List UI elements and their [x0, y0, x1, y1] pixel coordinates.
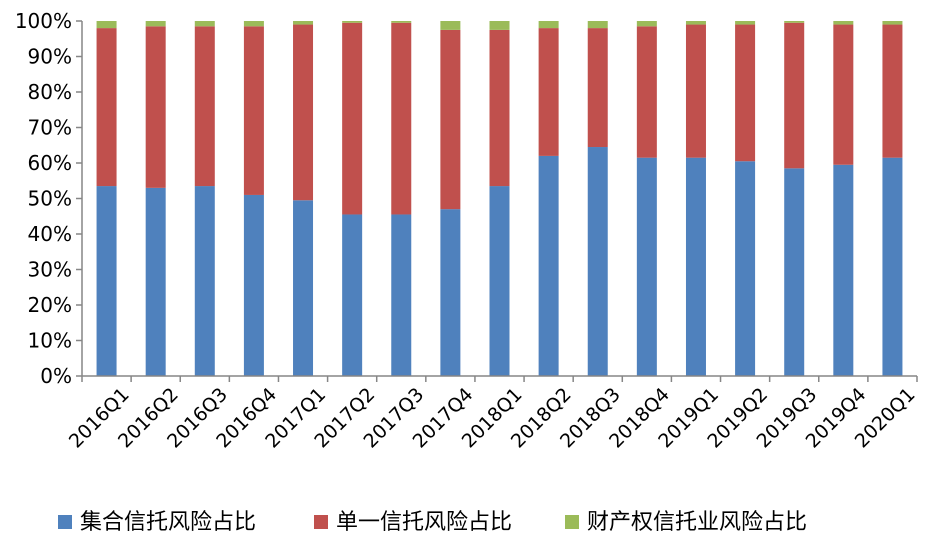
bar-segment-series-2-2019Q4	[833, 24, 854, 165]
axes-layer	[76, 20, 918, 382]
bar-segment-series-3-2019Q2	[735, 21, 756, 25]
bar-segment-series-1-2016Q2	[145, 187, 166, 376]
y-tick-label: 10%	[28, 329, 72, 353]
bar-segment-series-2-2018Q4	[636, 26, 657, 158]
y-tick-label: 90%	[28, 45, 72, 69]
bar-segment-series-1-2018Q3	[587, 147, 608, 376]
y-tick-label: 40%	[28, 222, 72, 246]
legend-label-series-2: 单一信托风险占比	[336, 510, 512, 535]
bar-segment-series-1-2016Q4	[243, 194, 264, 376]
bar-segment-series-1-2016Q3	[194, 186, 215, 376]
bar-segment-series-2-2018Q3	[587, 28, 608, 148]
bar-segment-series-3-2018Q3	[587, 21, 608, 29]
bar-segment-series-3-2017Q1	[293, 21, 314, 25]
bar-segment-series-2-2017Q1	[293, 24, 314, 201]
bar-segment-series-2-2016Q1	[96, 28, 117, 187]
bars-layer	[96, 21, 903, 376]
bar-segment-series-3-2016Q4	[243, 21, 264, 27]
bar-segment-series-1-2019Q1	[685, 157, 706, 376]
y-tick-label: 80%	[28, 80, 72, 104]
y-tick-label: 70%	[28, 116, 72, 140]
bar-segment-series-2-2016Q4	[243, 26, 264, 195]
bar-segment-series-3-2019Q1	[685, 21, 706, 25]
legend-label-series-3: 财产权信托业风险占比	[587, 510, 807, 535]
bar-segment-series-3-2016Q3	[194, 21, 215, 27]
bar-segment-series-1-2017Q1	[293, 200, 314, 376]
bar-segment-series-1-2018Q1	[489, 186, 510, 376]
bar-segment-series-1-2017Q3	[391, 214, 412, 376]
y-tick-label: 20%	[28, 293, 72, 317]
bar-segment-series-1-2017Q4	[440, 209, 461, 376]
y-axis-tick-labels: 0% 10% 20% 30% 40% 50% 60% 70% 80% 90% 100%	[15, 9, 72, 388]
bar-segment-series-3-2017Q3	[391, 21, 412, 23]
y-tick-label: 60%	[28, 151, 72, 175]
y-tick-label: 50%	[28, 187, 72, 211]
x-axis-category-labels: 2016Q12016Q22016Q32016Q42017Q12017Q22017…	[65, 384, 920, 453]
bar-segment-series-1-2019Q4	[833, 164, 854, 376]
bar-segment-series-2-2018Q1	[489, 29, 510, 187]
bar-segment-series-3-2016Q2	[145, 21, 166, 27]
bar-segment-series-2-2016Q3	[194, 26, 215, 187]
bar-segment-series-2-2018Q2	[538, 28, 559, 156]
legend-swatch-series-1	[58, 515, 72, 529]
legend-swatch-series-3	[565, 515, 579, 529]
bar-segment-series-2-2016Q2	[145, 26, 166, 188]
legend-label-series-1: 集合信托风险占比	[80, 510, 256, 535]
bar-segment-series-1-2020Q1	[882, 157, 903, 376]
bar-segment-series-2-2017Q4	[440, 29, 461, 210]
bar-segment-series-3-2017Q4	[440, 21, 461, 30]
bar-segment-series-3-2016Q1	[96, 21, 117, 29]
bar-segment-series-1-2019Q3	[784, 168, 805, 376]
bar-segment-series-1-2018Q2	[538, 155, 559, 376]
legend-swatch-series-2	[314, 515, 328, 529]
legend: 集合信托风险占比 单一信托风险占比 财产权信托业风险占比	[58, 510, 807, 535]
y-tick-label: 100%	[15, 9, 72, 33]
bar-segment-series-3-2019Q3	[784, 21, 805, 23]
bar-segment-series-2-2019Q1	[685, 24, 706, 158]
y-tick-label: 30%	[28, 258, 72, 282]
bar-segment-series-2-2019Q2	[735, 24, 756, 162]
bar-segment-series-2-2019Q3	[784, 22, 805, 169]
bar-segment-series-3-2018Q1	[489, 21, 510, 30]
bar-segment-series-1-2018Q4	[636, 157, 657, 376]
bar-segment-series-1-2019Q2	[735, 161, 756, 376]
bar-segment-series-2-2017Q3	[391, 22, 412, 215]
bar-segment-series-3-2018Q4	[636, 21, 657, 27]
bar-segment-series-3-2018Q2	[538, 21, 559, 29]
bar-segment-series-2-2017Q2	[342, 22, 363, 215]
bar-segment-series-3-2019Q4	[833, 21, 854, 25]
bar-segment-series-1-2016Q1	[96, 186, 117, 376]
bar-segment-series-3-2017Q2	[342, 21, 363, 23]
y-tick-label: 0%	[40, 364, 72, 388]
bar-segment-series-2-2020Q1	[882, 24, 903, 158]
bar-segment-series-3-2020Q1	[882, 21, 903, 25]
bar-segment-series-1-2017Q2	[342, 214, 363, 376]
